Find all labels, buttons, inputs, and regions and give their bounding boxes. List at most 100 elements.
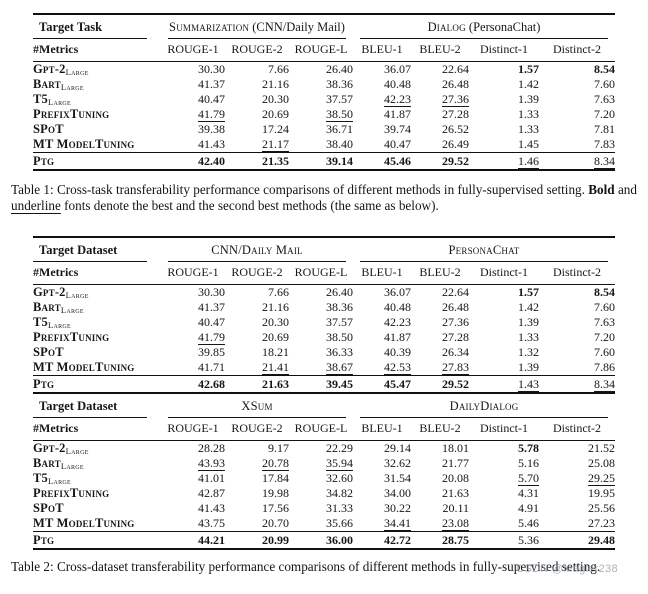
metric-value-cell-1: 19.98 — [225, 486, 289, 501]
metric-value-cell-2: 38.50 — [289, 107, 353, 122]
cross-dataset-results-cnn-personachat-table: Target Dataset CNN/Daily Mail PersonaChat #… — [33, 236, 616, 394]
method-name: T5 — [33, 92, 48, 106]
target-label-cell: Target Dataset — [33, 394, 161, 418]
metric-value: 21.77 — [442, 456, 469, 470]
metric-value: 40.48 — [384, 77, 411, 91]
metric-value: 38.36 — [326, 77, 353, 91]
metric-column-header-3: BLEU-1 — [353, 262, 412, 285]
metric-value: 28.28 — [198, 441, 225, 455]
metric-value-cell-3: 40.39 — [353, 345, 411, 360]
method-name-cell: Ptg — [33, 531, 161, 549]
metric-value: 1.33 — [518, 330, 540, 344]
metric-value-cell-6: 7.86 — [539, 360, 615, 376]
metric-value-cell-5: 1.42 — [469, 300, 539, 315]
target-label-cell: Target Dataset — [33, 237, 161, 262]
metric-value-cell-5: 1.46 — [469, 152, 539, 170]
group-name-smallcaps: CNN/Daily Mail — [211, 243, 303, 257]
metric-value: 5.46 — [518, 516, 539, 530]
metric-value-cell-3: 32.62 — [353, 456, 411, 471]
method-name: Gpt-2 — [33, 441, 66, 455]
metric-value-cell-6: 8.54 — [539, 62, 615, 78]
metric-value-cell-0: 28.28 — [161, 441, 225, 457]
metric-value: 20.30 — [262, 92, 289, 106]
metric-value-cell-3: 39.74 — [353, 122, 411, 137]
method-name: MT ModelTuning — [33, 137, 135, 151]
metric-value: 32.60 — [326, 471, 353, 485]
method-name: MT ModelTuning — [33, 516, 135, 530]
metric-value: 26.40 — [326, 62, 353, 76]
metric-value: 41.87 — [384, 330, 412, 344]
metric-value-cell-4: 21.63 — [411, 486, 469, 501]
metric-value: 25.56 — [588, 501, 616, 515]
metric-value: 1.42 — [518, 77, 539, 91]
metric-value: 22.64 — [442, 285, 470, 299]
metric-value: 1.39 — [518, 92, 539, 106]
metric-value: 4.31 — [518, 486, 539, 500]
metric-value: 27.28 — [442, 330, 470, 344]
caption1-underline-word: underline — [11, 197, 61, 213]
metric-value: 18.21 — [262, 345, 289, 359]
metric-value-cell-0: 30.30 — [161, 285, 225, 301]
metric-value: 19.95 — [588, 486, 616, 500]
metric-value-cell-0: 41.43 — [161, 137, 225, 153]
metrics-label-cell: #Metrics — [33, 262, 161, 285]
metric-value: 35.94 — [326, 456, 353, 470]
metric-value: 23.08 — [442, 516, 469, 530]
metric-column-header-3: BLEU-1 — [353, 418, 411, 441]
target-label: Target Dataset — [33, 397, 147, 418]
metric-column-header-2: ROUGE-L — [289, 262, 354, 285]
metric-value-cell-0: 44.21 — [161, 531, 225, 549]
metric-value-cell-5: 1.43 — [469, 375, 540, 393]
metric-value: 34.00 — [384, 486, 411, 500]
metric-value: 20.08 — [442, 471, 469, 485]
method-name: PrefixTuning — [33, 107, 110, 121]
metric-value-cell-1: 7.66 — [225, 62, 289, 78]
metric-value-cell-3: 40.48 — [353, 300, 411, 315]
method-name: T5 — [33, 315, 48, 329]
metric-value-cell-4: 26.52 — [411, 122, 469, 137]
metric-value: 20.99 — [262, 532, 289, 547]
metric-value-cell-2: 39.14 — [289, 152, 353, 170]
table-row-ptg: Ptg 42.40 21.35 39.14 45.46 29.52 1.46 8.34 — [33, 152, 615, 170]
metric-value: 38.50 — [326, 330, 354, 344]
metric-column-header-5: Distinct-1 — [469, 418, 539, 441]
metric-value: 19.98 — [262, 486, 289, 500]
metric-column-header-4: BLEU-2 — [411, 262, 470, 285]
metric-column-header-4: BLEU-2 — [411, 39, 469, 62]
table-row-gpt-2: Gpt-2Large 28.28 9.17 22.29 29.14 18.01 5.78 21… — [33, 441, 615, 457]
metric-value-cell-3: 40.47 — [353, 137, 411, 153]
metric-value-cell-0: 42.68 — [161, 375, 225, 393]
metric-value: 1.39 — [518, 360, 540, 374]
table-row-t5: T5Large 40.47 20.30 37.57 42.23 27.36 1.39 7.63 — [33, 92, 615, 107]
metric-value-cell-1: 20.69 — [225, 107, 289, 122]
group-header-0: XSum — [168, 397, 346, 418]
metric-value-cell-6: 29.25 — [539, 471, 615, 486]
metric-value-cell-0: 41.01 — [161, 471, 225, 486]
group-name-smallcaps: Summarization — [169, 20, 250, 34]
metric-value-cell-5: 4.91 — [469, 501, 539, 516]
metric-value-cell-2: 39.45 — [289, 375, 354, 393]
group-name-normal: (PersonaChat) — [465, 20, 541, 34]
metric-value: 36.71 — [326, 122, 353, 136]
metric-value-cell-4: 27.28 — [411, 107, 469, 122]
metric-value: 1.33 — [518, 122, 539, 136]
metric-value-cell-1: 9.17 — [225, 441, 289, 457]
metric-value-cell-2: 36.33 — [289, 345, 353, 360]
table-row-t5: T5Large 40.47 20.30 37.57 42.23 27.36 1.39 7.63 — [33, 315, 615, 330]
metric-value-cell-5: 4.31 — [469, 486, 539, 501]
metric-value: 7.20 — [594, 107, 615, 121]
metric-value-cell-1: 20.30 — [225, 315, 289, 330]
metric-value-cell-6: 8.54 — [539, 285, 615, 301]
method-name-cell: MT ModelTuning — [33, 360, 161, 376]
metric-value-cell-1: 21.17 — [225, 137, 289, 153]
metric-value: 5.36 — [518, 532, 539, 547]
metric-value: 42.40 — [198, 153, 225, 168]
metric-value: 20.78 — [262, 456, 289, 470]
metric-column-header-5: Distinct-1 — [469, 262, 540, 285]
metric-value-cell-2: 38.50 — [289, 330, 353, 345]
method-name-cell: T5Large — [33, 92, 161, 107]
metrics-header-row: #Metrics ROUGE-1 ROUGE-2 ROUGE-L BLEU-1 BLEU-… — [33, 39, 615, 62]
metric-value: 1.45 — [518, 137, 539, 151]
metric-value: 7.66 — [268, 62, 289, 76]
group-header-row: Target Dataset CNN/Daily Mail PersonaChat — [33, 237, 615, 262]
